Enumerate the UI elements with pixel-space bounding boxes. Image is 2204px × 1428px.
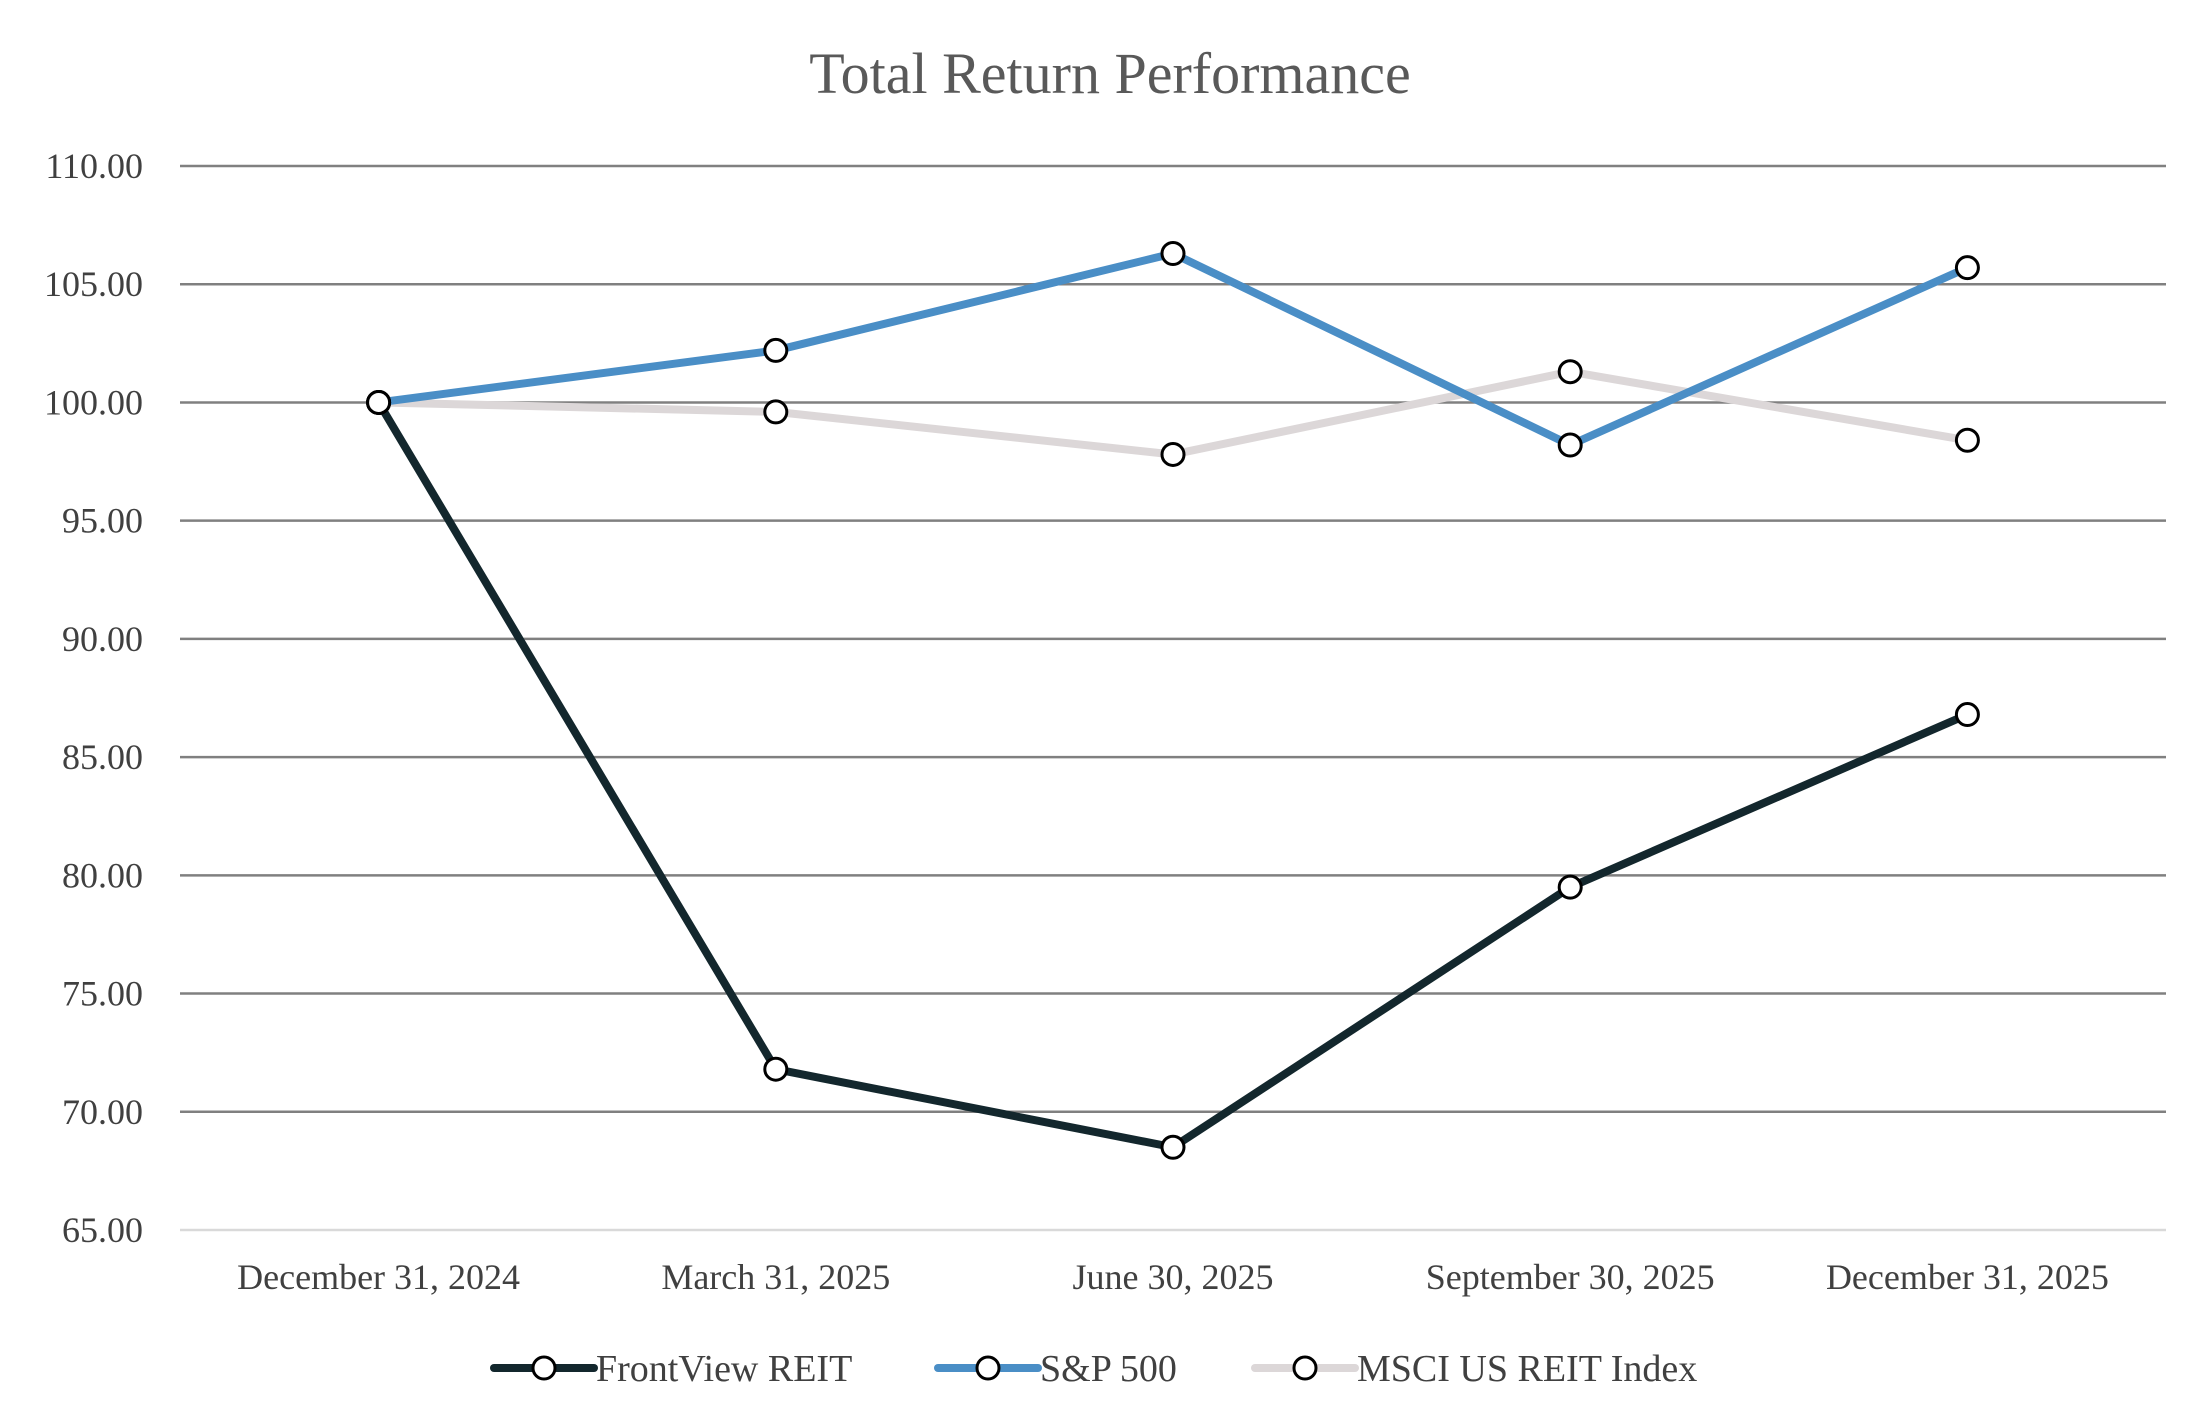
data-point-markers: [366, 240, 1980, 1160]
data-point: [1160, 441, 1186, 467]
data-point: [1557, 874, 1583, 900]
y-tick-label: 90.00: [62, 619, 143, 659]
data-point: [763, 399, 789, 425]
y-tick-label: 100.00: [44, 382, 143, 422]
gridlines: [180, 164, 2166, 1232]
x-tick-label: March 31, 2025: [661, 1257, 890, 1297]
legend: FrontView REIT S&P 500 MSCI US REIT Index: [490, 1348, 1697, 1390]
y-tick-label: 110.00: [45, 146, 143, 186]
data-point: [1557, 359, 1583, 385]
series-lines: [374, 249, 1972, 1152]
legend-label: S&P 500: [1040, 1348, 1177, 1390]
data-point: [1954, 427, 1980, 453]
x-tick-label: June 30, 2025: [1073, 1257, 1274, 1297]
y-tick-label: 75.00: [62, 974, 143, 1014]
y-tick-label: 65.00: [62, 1210, 143, 1250]
y-tick-label: 105.00: [44, 264, 143, 304]
y-tick-label: 95.00: [62, 501, 143, 541]
legend-label: MSCI US REIT Index: [1357, 1348, 1697, 1390]
series-line: [374, 249, 1972, 450]
legend-swatch-marker: [531, 1355, 557, 1381]
data-point: [1557, 432, 1583, 458]
x-tick-label: December 31, 2024: [237, 1257, 520, 1297]
data-point: [763, 1056, 789, 1082]
data-point: [763, 337, 789, 363]
series-line: [374, 398, 1972, 1152]
data-point: [1160, 240, 1186, 266]
y-tick-label: 70.00: [62, 1092, 143, 1132]
y-tick-label: 85.00: [62, 737, 143, 777]
y-tick-label: 80.00: [62, 855, 143, 895]
legend-swatch-marker: [975, 1355, 1001, 1381]
legend-label: FrontView REIT: [596, 1348, 852, 1390]
data-point: [366, 389, 392, 415]
x-tick-label: September 30, 2025: [1426, 1257, 1715, 1297]
data-point: [1954, 255, 1980, 281]
data-point: [1954, 702, 1980, 728]
x-axis-tick-labels: December 31, 2024 March 31, 2025 June 30, …: [237, 1257, 2109, 1297]
chart-title: Total Return Performance: [809, 41, 1411, 106]
legend-swatch-marker: [1292, 1355, 1318, 1381]
data-point: [1160, 1134, 1186, 1160]
y-axis-tick-labels: 65.00 70.00 75.00 80.00 85.00 90.00 95.00 100.0…: [44, 146, 143, 1250]
x-tick-label: December 31, 2025: [1826, 1257, 2109, 1297]
